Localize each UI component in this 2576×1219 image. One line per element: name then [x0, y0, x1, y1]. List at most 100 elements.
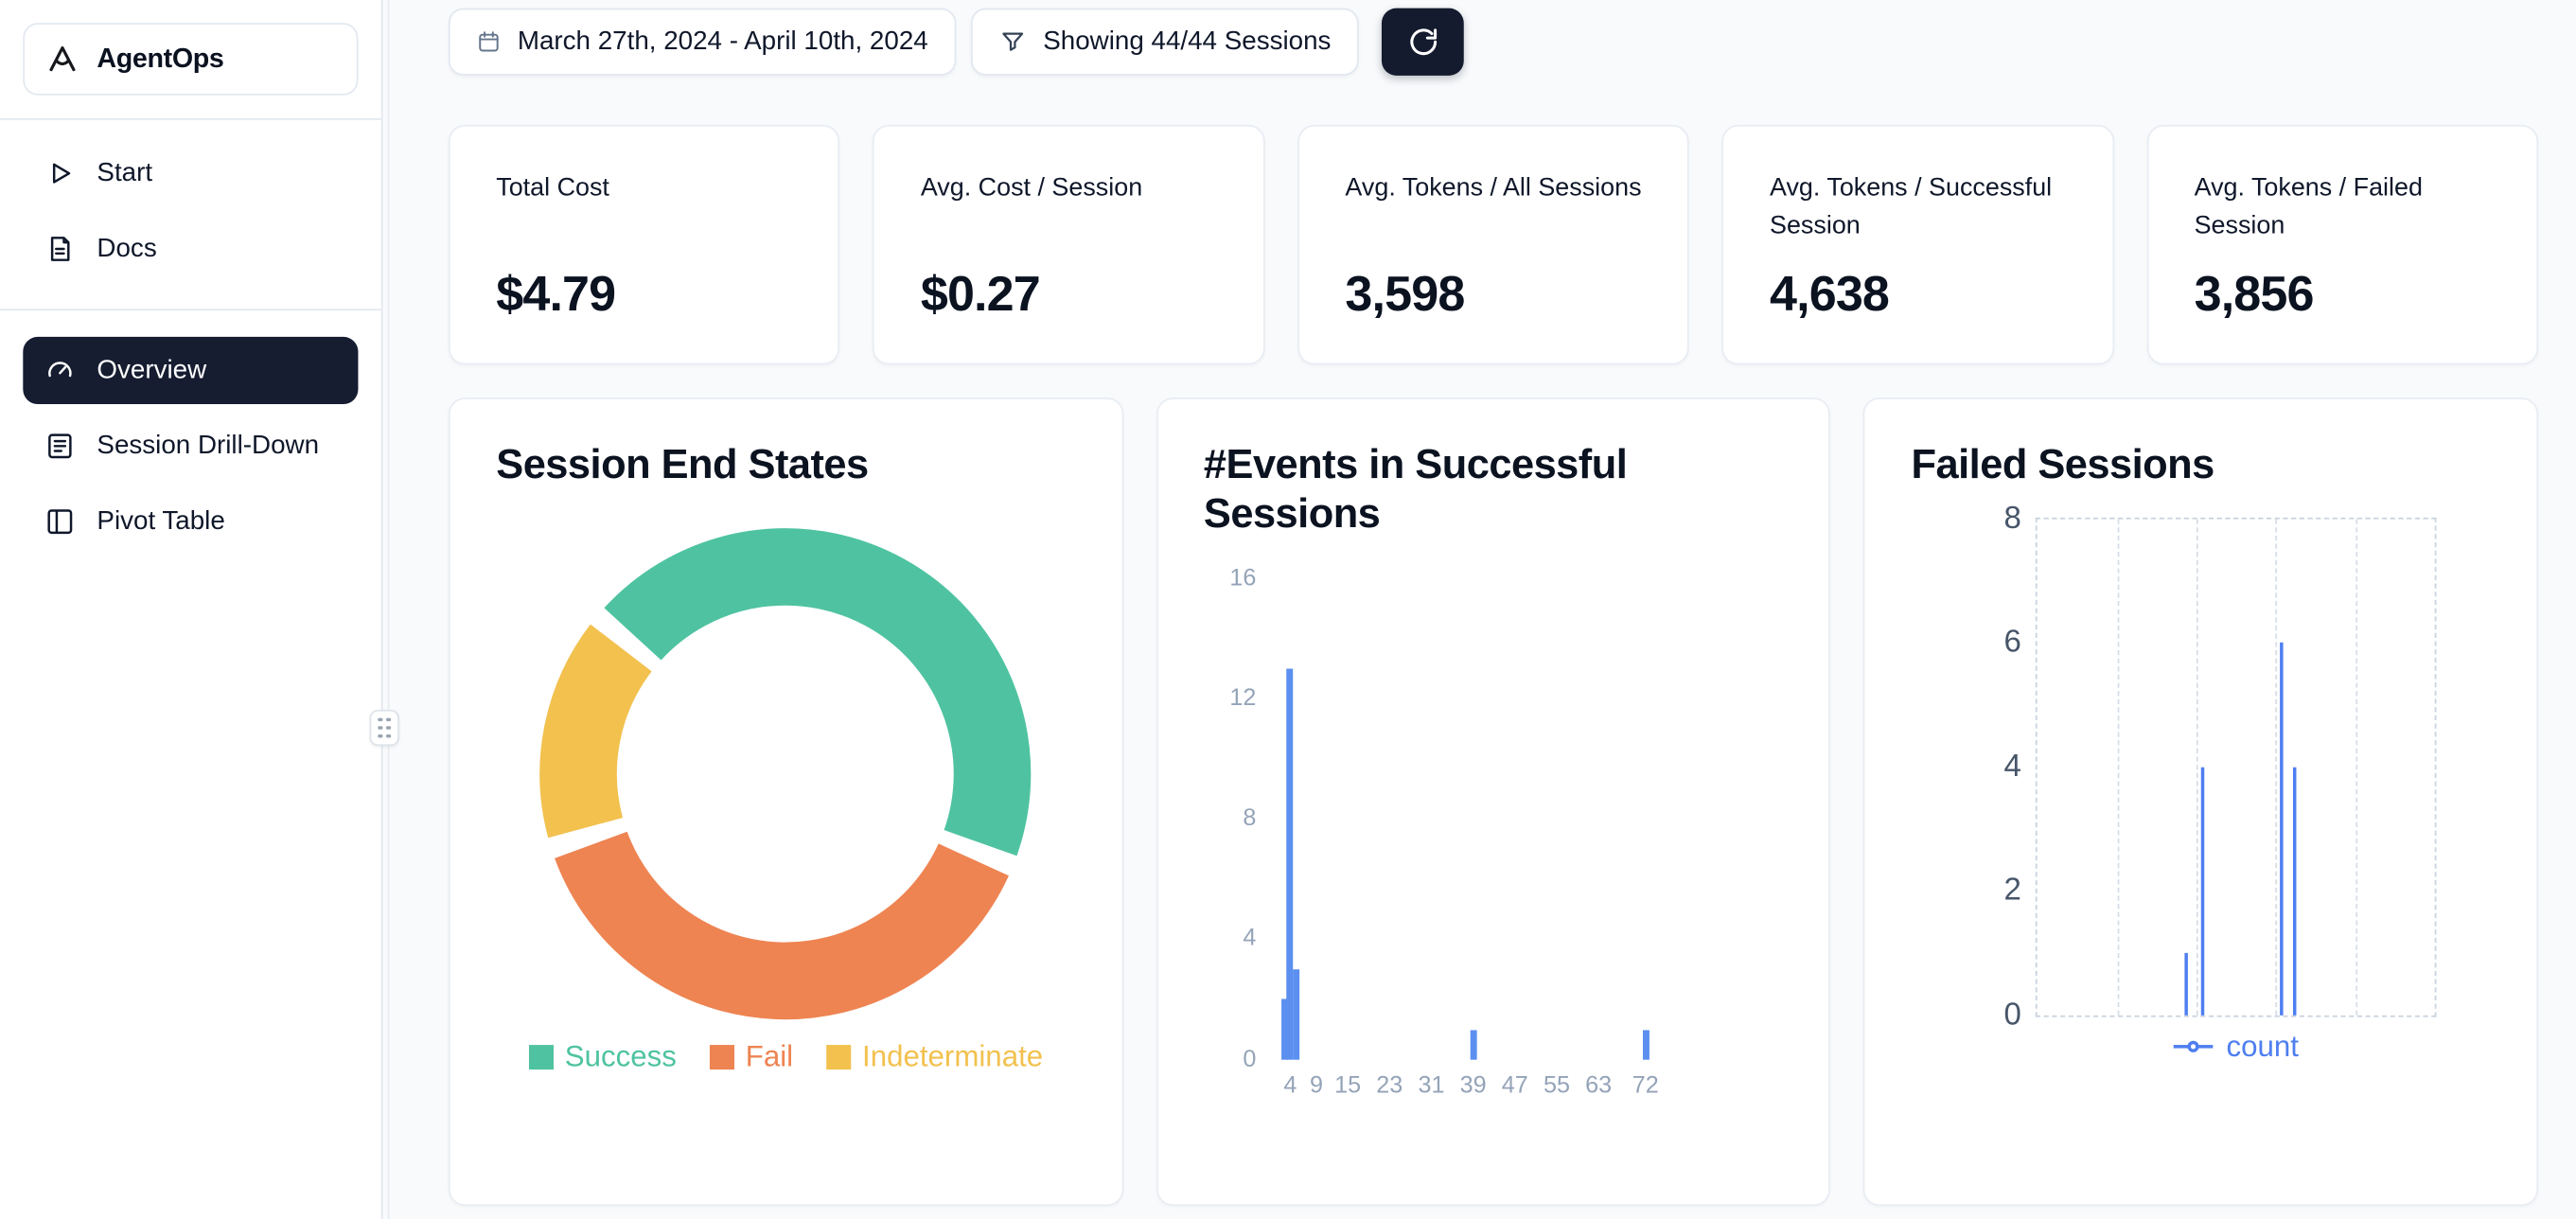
count-legend-label: count: [2226, 1029, 2299, 1063]
stat-value: 4,638: [1770, 267, 1890, 323]
legend-item-success[interactable]: Success: [528, 1039, 677, 1073]
failed-sessions-chart[interactable]: 0 2 4 6 8: [2003, 503, 2437, 1030]
count-spike[interactable]: [2292, 766, 2298, 1015]
chart-title: Failed Sessions: [1911, 441, 2215, 488]
sidebar-item-label: Session Drill-Down: [97, 431, 320, 460]
brand-logo-box: AgentOps: [23, 23, 359, 96]
x-tick-label: 63: [1585, 1072, 1613, 1100]
sidebar-item-overview[interactable]: Overview: [23, 336, 359, 405]
histogram-bar[interactable]: [1292, 969, 1299, 1060]
legend-label: Success: [564, 1039, 677, 1072]
docs-icon: [44, 234, 76, 265]
failed-sessions-card: Failed Sessions 0 2 4 6 8 count: [1863, 398, 2539, 1207]
play-icon: [44, 158, 76, 189]
refresh-button[interactable]: [1382, 8, 1465, 76]
funnel-icon: [998, 28, 1027, 57]
date-range-button[interactable]: March 27th, 2024 - April 10th, 2024: [448, 8, 957, 76]
sidebar-item-session-drill-down[interactable]: Session Drill-Down: [23, 413, 358, 480]
legend-label: Fail: [745, 1039, 794, 1072]
donut-chart[interactable]: Success Fail Indeterminate: [496, 490, 1075, 1073]
y-tick-label: 8: [1243, 805, 1257, 832]
stat-value: $0.27: [920, 267, 1041, 323]
x-tick-label: 31: [1418, 1072, 1445, 1100]
stat-title: Avg. Tokens / Successful Session: [1770, 174, 2053, 240]
legend-item-indeterminate[interactable]: Indeterminate: [825, 1039, 1044, 1073]
calendar-icon: [476, 29, 501, 54]
gridline: [2355, 518, 2357, 1015]
gridline: [2275, 518, 2278, 1015]
count-spike[interactable]: [2280, 642, 2285, 1015]
sidebar-item-pivot-table[interactable]: Pivot Table: [23, 488, 358, 556]
y-tick-label: 0: [1243, 1046, 1257, 1073]
x-tick-label: 4: [1283, 1072, 1297, 1100]
stat-card-avg-tokens-successful: Avg. Tokens / Successful Session 4,638: [1721, 124, 2114, 365]
sidebar: AgentOps Start Docs Overview: [0, 0, 383, 1219]
events-in-successful-sessions-card: #Events in Successful Sessions 0 4 8 12 16 4 9…: [1156, 398, 1831, 1207]
x-tick-label: 47: [1501, 1072, 1528, 1100]
stat-title: Total Cost: [496, 174, 609, 203]
legend-swatch: [825, 1044, 851, 1069]
gridline: [2196, 518, 2198, 1015]
x-tick-label: 23: [1376, 1072, 1403, 1100]
events-bar-chart[interactable]: 0 4 8 12 16 4 9 15 23 31 39 47 55 63 72: [1229, 566, 1723, 1097]
failed-sessions-legend[interactable]: count: [2036, 1030, 2436, 1064]
chart-title: Session End States: [496, 441, 869, 488]
charts-row: Session End States Success Fail Indetermin…: [448, 398, 2539, 1207]
stats-row: Total Cost $4.79 Avg. Cost / Session $0.…: [448, 124, 2539, 365]
stat-card-total-cost: Total Cost $4.79: [448, 124, 840, 365]
y-tick-label: 8: [2003, 501, 2021, 536]
donut-segment-success[interactable]: [605, 527, 1032, 856]
x-tick-label: 72: [1632, 1072, 1659, 1100]
gridline: [2117, 518, 2119, 1015]
session-end-states-card: Session End States Success Fail Indetermin…: [448, 398, 1123, 1207]
histogram-bar[interactable]: [1281, 999, 1289, 1060]
stat-value: $4.79: [496, 267, 616, 323]
count-legend-marker: [2173, 1040, 2214, 1052]
sessions-filter-label: Showing 44/44 Sessions: [1043, 26, 1332, 56]
date-range-label: March 27th, 2024 - April 10th, 2024: [517, 26, 928, 56]
sidebar-divider: [0, 117, 381, 120]
legend-label: Indeterminate: [862, 1039, 1044, 1072]
legend-swatch: [709, 1044, 734, 1069]
sidebar-item-label: Docs: [97, 234, 157, 262]
y-tick-label: 12: [1229, 684, 1257, 712]
stat-card-avg-cost-session: Avg. Cost / Session $0.27: [873, 124, 1265, 365]
sidebar-item-label: Pivot Table: [97, 506, 225, 536]
stat-title: Avg. Cost / Session: [920, 174, 1143, 203]
x-tick-label: 15: [1334, 1072, 1362, 1100]
sidebar-item-label: Start: [97, 158, 153, 187]
x-tick-label: 9: [1309, 1072, 1324, 1100]
sidebar-item-docs[interactable]: Docs: [23, 215, 358, 282]
count-spike[interactable]: [2184, 952, 2189, 1015]
y-tick-label: 4: [2003, 749, 2021, 785]
histogram-bar[interactable]: [1286, 668, 1294, 1060]
sidebar-item-start[interactable]: Start: [23, 140, 358, 207]
sessions-filter-button[interactable]: Showing 44/44 Sessions: [970, 8, 1359, 76]
count-spike[interactable]: [2200, 766, 2205, 1015]
sidebar-divider: [0, 309, 381, 311]
stat-value: 3,856: [2194, 267, 2315, 323]
gauge-icon: [44, 355, 76, 386]
y-tick-label: 0: [2003, 997, 2021, 1033]
donut-svg: [539, 527, 1032, 1019]
stat-card-avg-tokens-failed: Avg. Tokens / Failed Session 3,856: [2146, 124, 2539, 365]
brand-name: AgentOps: [97, 44, 224, 74]
sidebar-resize-handle[interactable]: [369, 709, 399, 747]
donut-segment-fail[interactable]: [555, 830, 1010, 1019]
journal-icon: [44, 431, 76, 462]
pivot-table-icon: [44, 506, 76, 538]
x-tick-label: 55: [1543, 1072, 1570, 1100]
x-tick-label: 39: [1459, 1072, 1487, 1100]
y-tick-label: 6: [2003, 625, 2021, 660]
y-tick-label: 4: [1243, 926, 1257, 952]
histogram-bar[interactable]: [1642, 1029, 1650, 1060]
y-tick-label: 16: [1229, 564, 1257, 592]
sidebar-splitter: [387, 0, 390, 1219]
refresh-icon: [1407, 26, 1438, 58]
legend-item-fail[interactable]: Fail: [709, 1039, 794, 1073]
histogram-bar[interactable]: [1470, 1029, 1477, 1060]
sidebar-nav: Start Docs Overview Session Drill-Down: [0, 120, 381, 556]
topbar: March 27th, 2024 - April 10th, 2024 Show…: [448, 8, 2538, 76]
donut-segment-indeterminate[interactable]: [539, 623, 653, 838]
